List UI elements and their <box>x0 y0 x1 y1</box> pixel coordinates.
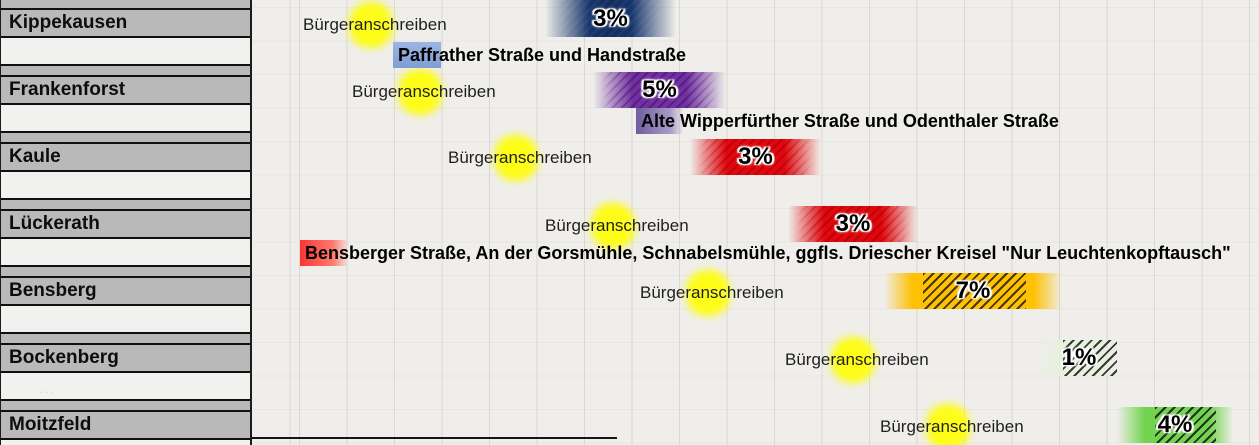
bar-value-label: 7% <box>955 277 991 304</box>
bar-frankenforst[interactable]: 5% <box>593 72 726 108</box>
street-marker-swatch <box>300 240 347 266</box>
bar-hatch-pattern <box>560 0 661 37</box>
bar-hatch-pattern <box>697 139 814 175</box>
bar-value-label: 3% <box>835 210 871 237</box>
street-marker-swatch <box>636 108 682 134</box>
bar-kippekausen[interactable]: 3% <box>545 0 676 37</box>
empty-cell[interactable] <box>1 306 250 334</box>
task-label-frankenforst: Bürgeranschreiben <box>352 69 496 115</box>
highlighter-mark <box>686 270 730 316</box>
bar-hatch-pattern <box>1155 407 1216 443</box>
bar-hatch-pattern <box>923 273 1027 309</box>
task-label-moitzfeld: Bürgeranschreiben <box>880 404 1024 445</box>
bar-kaule[interactable]: 3% <box>690 139 821 175</box>
empty-cell[interactable] <box>1 373 250 401</box>
highlighter-mark <box>591 203 635 249</box>
bar-value-label: 3% <box>593 4 628 32</box>
street-annotation-bensberger: Bensberger Straße, An der Gorsmühle, Sch… <box>300 240 1231 266</box>
empty-cell[interactable] <box>1 172 250 200</box>
bar-value-label: 4% <box>1157 411 1193 438</box>
district-cell-kaule[interactable]: Kaule <box>1 142 250 172</box>
faint-ellipsis-mark: ... <box>39 381 56 396</box>
street-annotation-alte-wipperfuerther: Alte Wipperfürther Straße und Odenthaler… <box>636 108 1059 134</box>
highlighter-mark <box>831 337 875 383</box>
bar-value-label: 5% <box>642 76 677 103</box>
task-label-kippekausen: Bürgeranschreiben <box>303 2 447 48</box>
empty-cell[interactable] <box>1 105 250 133</box>
highlighter-mark <box>349 2 393 48</box>
empty-cell[interactable] <box>1 440 250 445</box>
district-cell-frankenforst[interactable]: Frankenforst <box>1 75 250 105</box>
highlighter-mark <box>398 69 442 115</box>
bar-bensberg[interactable]: 7% <box>884 273 1062 309</box>
bar-bockenberg[interactable]: 1% <box>1038 340 1120 376</box>
empty-cell[interactable] <box>1 38 250 66</box>
street-annotation-paffrather: Paffrather Straße und Handstraße <box>393 42 686 68</box>
bar-fill <box>545 0 676 37</box>
task-label-kaule: Bürgeranschreiben <box>448 135 592 181</box>
bar-moitzfeld[interactable]: 4% <box>1117 407 1233 443</box>
district-cell-bensberg[interactable]: Bensberg <box>1 276 250 306</box>
bar-hatch-pattern <box>795 206 911 242</box>
district-cell-lueckerath[interactable]: Lückerath <box>1 209 250 239</box>
bottom-border-line <box>252 437 617 439</box>
task-label-bensberg: Bürgeranschreiben <box>640 270 784 316</box>
highlighter-mark <box>494 135 538 181</box>
task-label-lueckerath: Bürgeranschreiben <box>545 203 689 249</box>
task-label-bockenberg: Bürgeranschreiben <box>785 337 929 383</box>
district-cell-kippekausen[interactable]: Kippekausen <box>1 8 250 38</box>
bar-value-label: 1% <box>1061 344 1097 371</box>
bar-lueckerath[interactable]: 3% <box>788 206 918 242</box>
empty-cell[interactable] <box>1 239 250 267</box>
bar-value-label: 3% <box>738 143 773 170</box>
highlighter-mark <box>926 404 970 445</box>
district-cell-bockenberg[interactable]: Bockenberg <box>1 343 250 373</box>
district-cell-moitzfeld[interactable]: Moitzfeld <box>1 410 250 440</box>
street-marker-swatch <box>393 42 441 68</box>
bar-hatch-pattern <box>1062 340 1117 376</box>
district-panel: Kippekausen Frankenforst Kaule Lückerath… <box>0 0 252 445</box>
bar-hatch-pattern <box>600 72 718 108</box>
